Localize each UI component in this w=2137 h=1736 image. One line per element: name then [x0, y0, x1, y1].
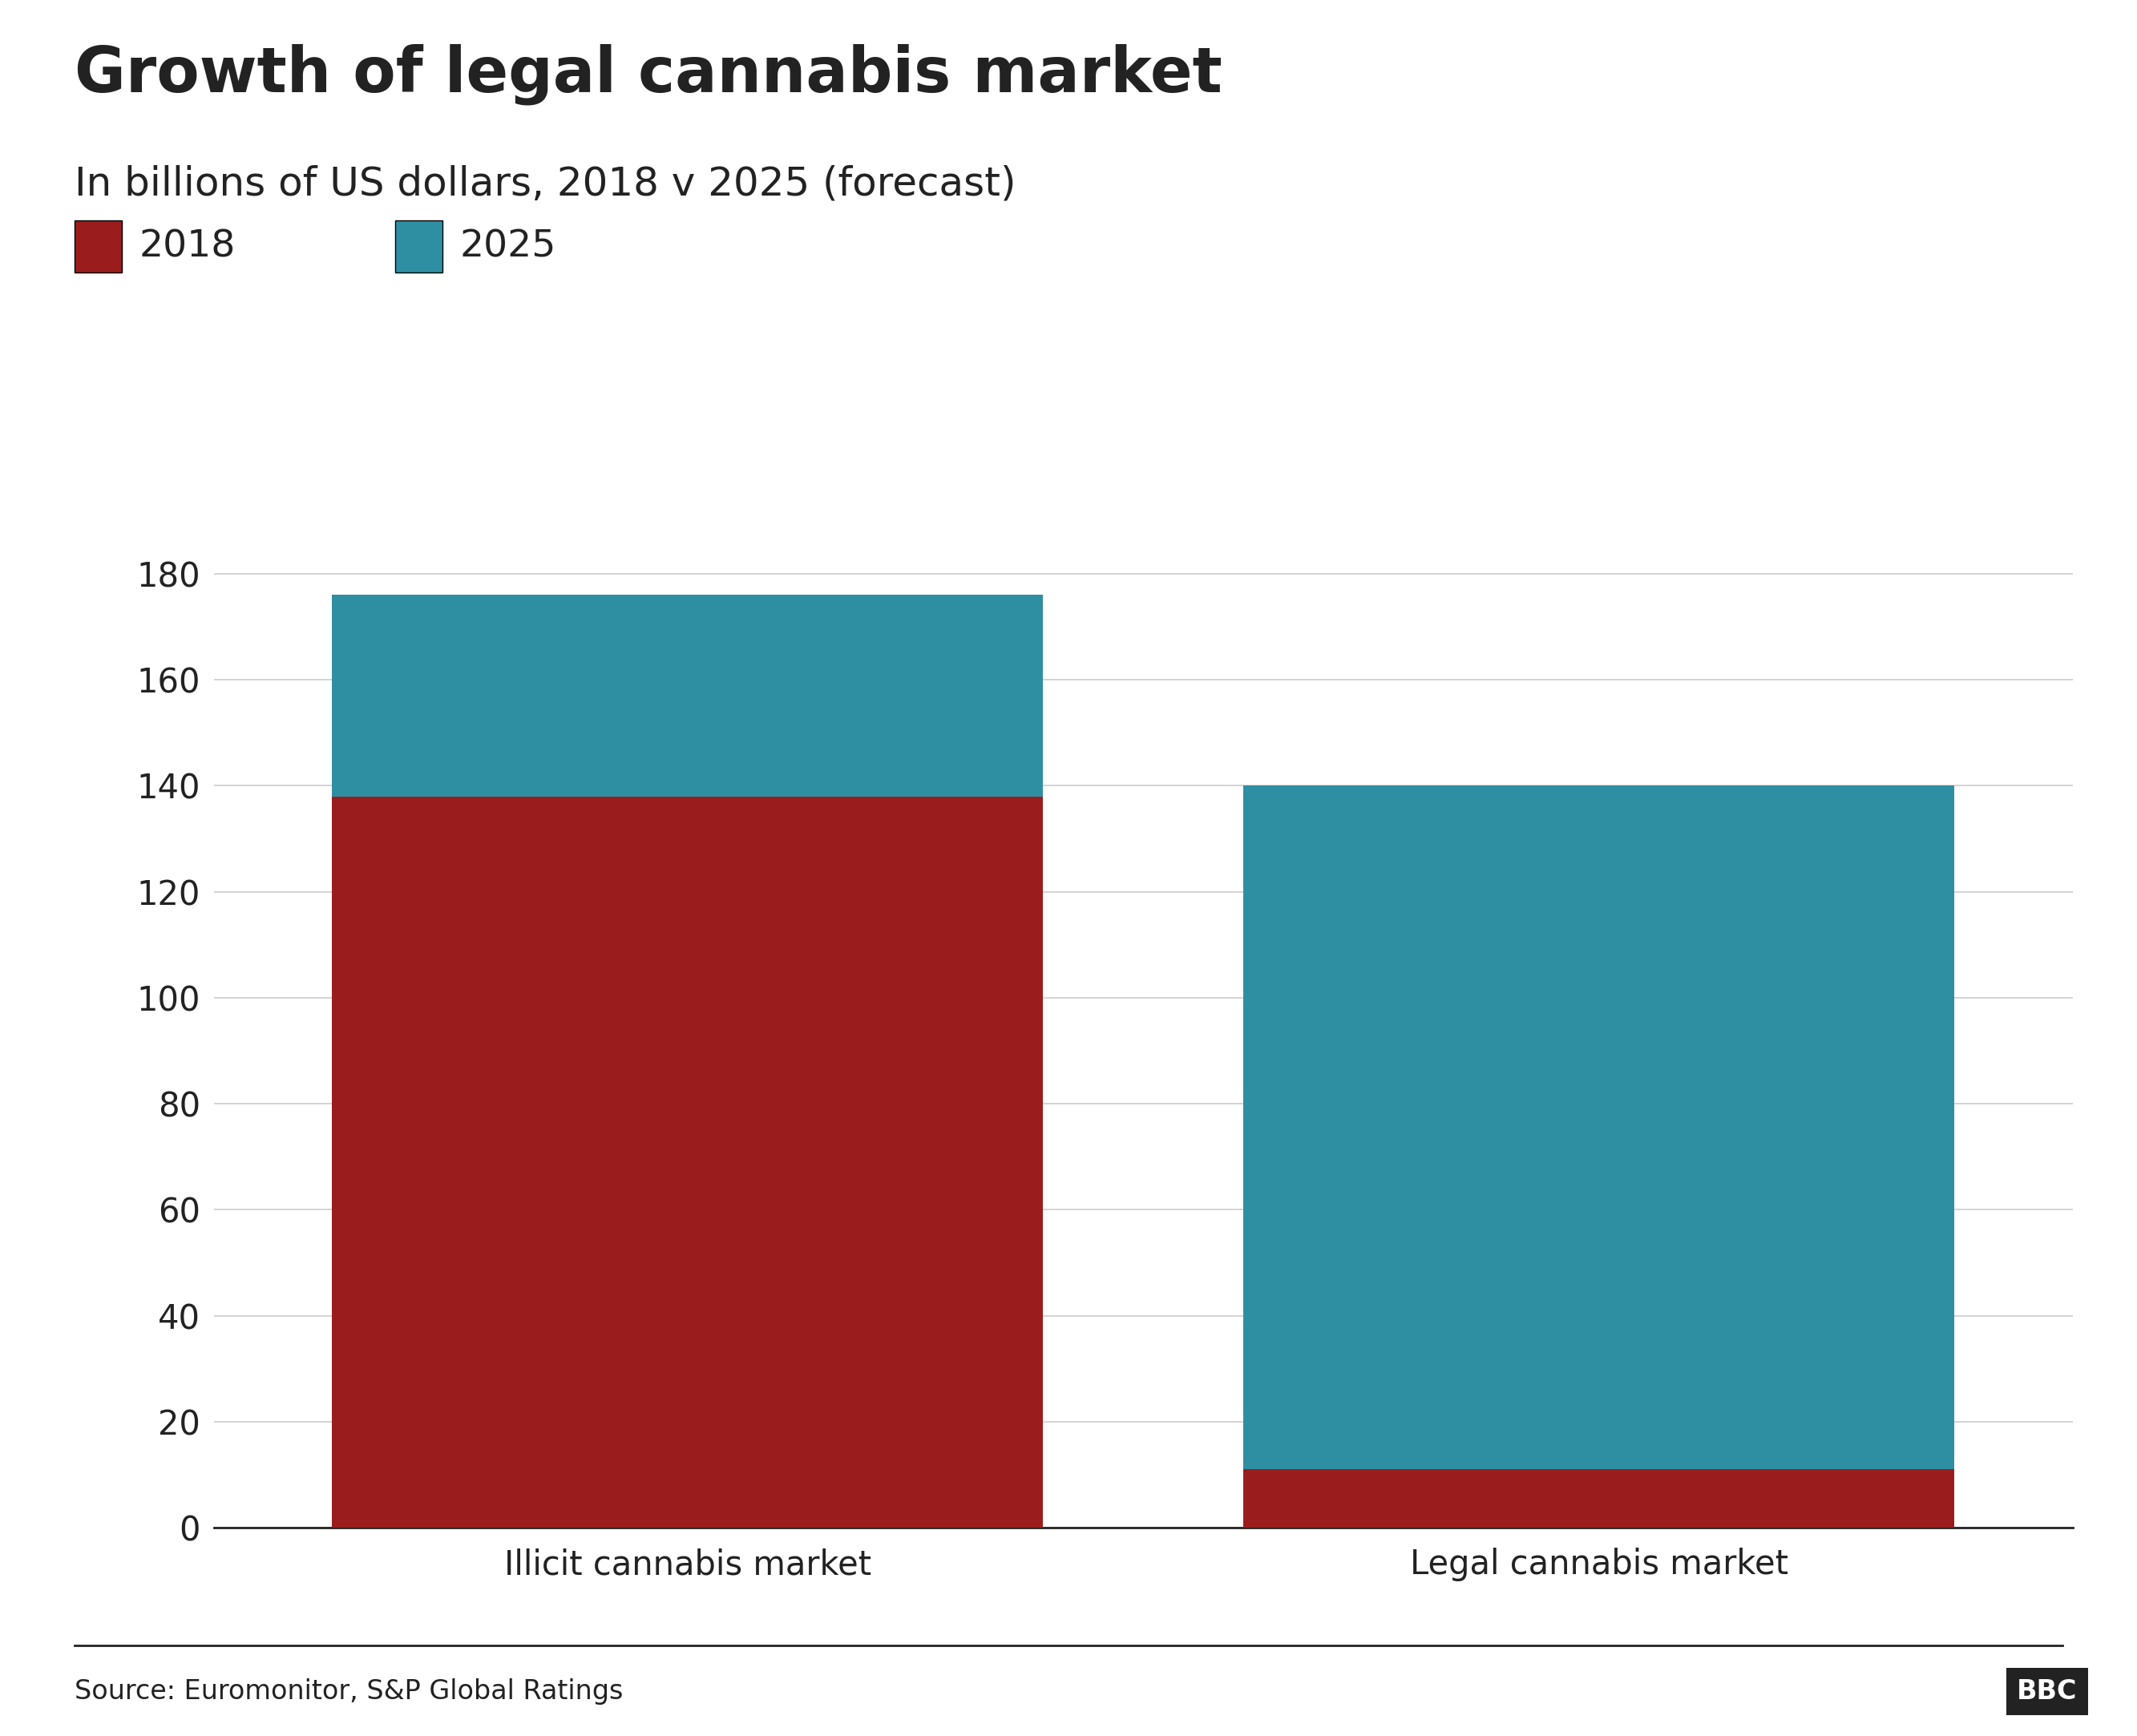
Bar [331, 797, 1043, 1528]
Text: In billions of US dollars, 2018 v 2025 (forecast): In billions of US dollars, 2018 v 2025 (… [75, 165, 1017, 203]
Bar [1244, 1469, 1955, 1528]
Text: 2025: 2025 [459, 229, 556, 264]
Text: Source: Euromonitor, S&P Global Ratings: Source: Euromonitor, S&P Global Ratings [75, 1679, 624, 1705]
Bar [1244, 786, 1955, 1469]
Bar [331, 595, 1043, 797]
Text: 2018: 2018 [139, 229, 235, 264]
Text: Growth of legal cannabis market: Growth of legal cannabis market [75, 43, 1222, 104]
Text: BBC: BBC [2017, 1679, 2077, 1705]
